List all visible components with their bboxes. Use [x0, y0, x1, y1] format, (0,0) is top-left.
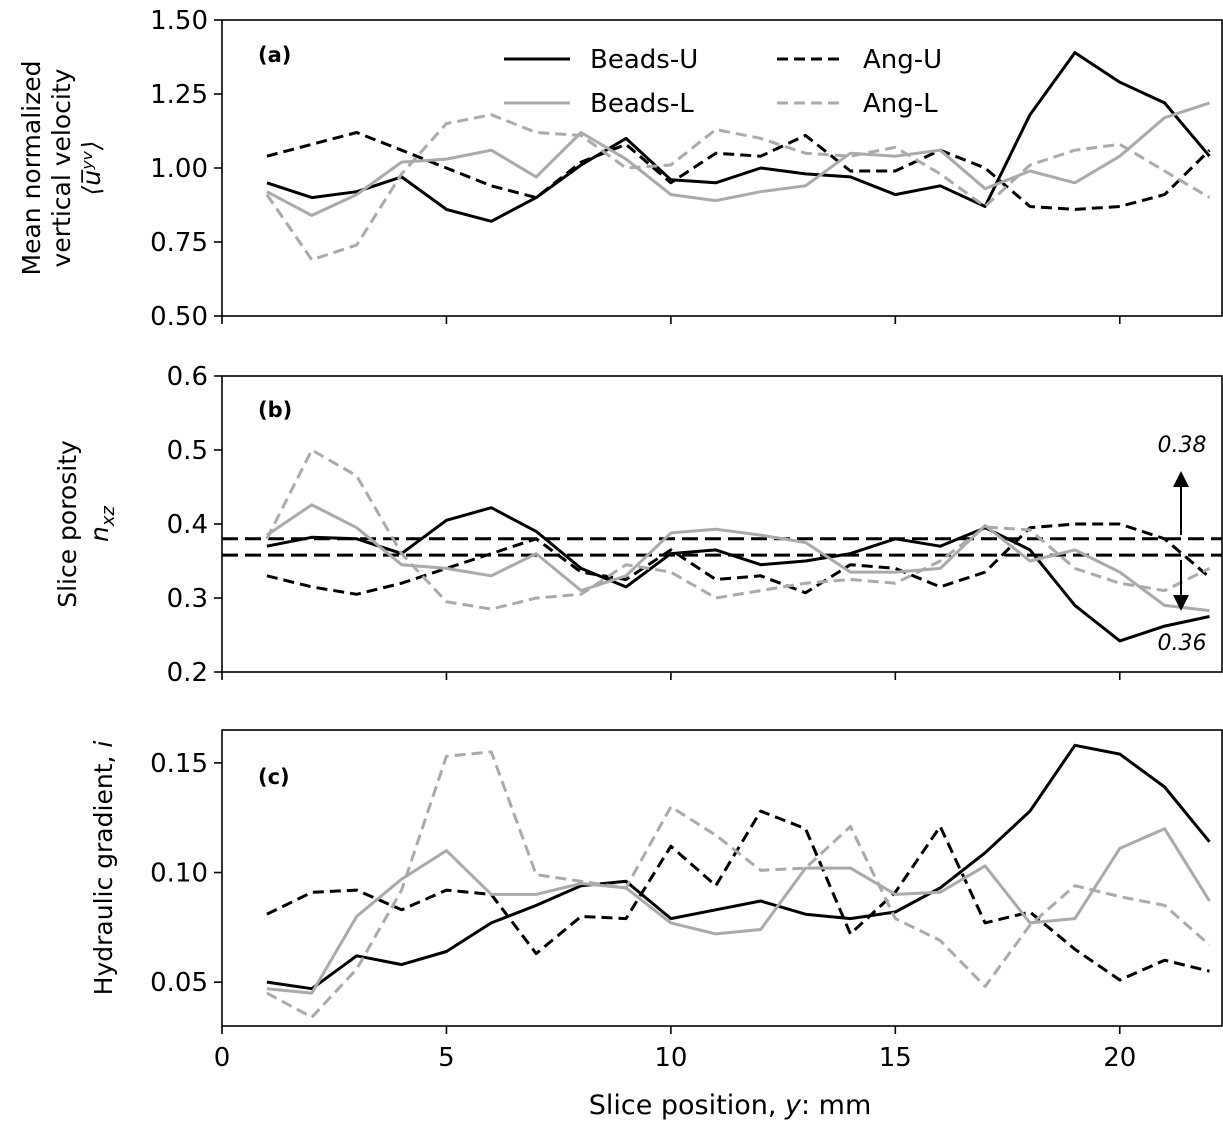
- panel-b-frame: [221, 375, 1223, 673]
- x-axis-label-prefix: Slice position,: [589, 1090, 785, 1121]
- panel-b-series-ang-u: [266, 522, 1211, 596]
- legend-label-beads-l: Beads-L: [590, 89, 694, 119]
- panel-a-ytick-label: 1.00: [150, 154, 208, 184]
- panel-a-label: (a): [258, 43, 291, 67]
- panel-a-frame: [221, 19, 1223, 317]
- panel-c-label: (c): [258, 765, 290, 789]
- panel-a-series-beads-u: [266, 51, 1211, 223]
- panel-c-series-beads-u: [266, 743, 1211, 991]
- panel-c-series-beads-l: [266, 827, 1211, 995]
- panel-a-series-ang-l: [265, 113, 1211, 262]
- arrow-down-head: [1173, 595, 1189, 611]
- legend-label-beads-u: Beads-U: [590, 45, 698, 75]
- panel-c-ytick-label: 0.15: [150, 749, 208, 779]
- annotation-arrows: [1173, 471, 1189, 611]
- x-tick-label: 0: [214, 1043, 231, 1073]
- legend: Beads-U Ang-U Beads-L Ang-L: [504, 45, 942, 119]
- panel-a-ylabel-line3: ⟨u̅ʸᵛ⟩: [77, 140, 106, 195]
- annotation-038: 0.38: [1158, 433, 1207, 458]
- arrow-up-head: [1173, 471, 1189, 487]
- panel-c: 0.05 0.10 0.15 0 5 10 15 20: [150, 729, 1223, 1073]
- x-tick-label: 10: [654, 1043, 687, 1073]
- panel-c-series-ang-l: [266, 750, 1211, 1019]
- panel-a-ytick-label: 0.50: [150, 302, 208, 332]
- legend-label-ang-u: Ang-U: [863, 45, 942, 75]
- panel-a-ylabel-line1: Mean normalized: [17, 61, 46, 276]
- panel-b-ytick-label: 0.4: [167, 510, 208, 540]
- panel-c-series-ang-u: [266, 809, 1210, 982]
- panel-c-ylabel: Hydraulic gradient, i: [89, 741, 118, 996]
- panel-a-ytick-label: 1.50: [150, 6, 208, 36]
- panel-b-ylabel-line1: Slice porosity: [53, 440, 82, 608]
- panel-b-ytick-label: 0.6: [167, 362, 208, 392]
- x-tick-label: 5: [438, 1043, 455, 1073]
- panel-a-series-beads-l: [266, 101, 1210, 217]
- panel-c-ytick-label: 0.10: [150, 859, 208, 889]
- panel-b-ytick-label: 0.5: [167, 436, 208, 466]
- panel-b-series-beads-u: [266, 506, 1210, 643]
- x-axis-label-var: y: [784, 1090, 802, 1121]
- legend-label-ang-l: Ang-L: [863, 89, 938, 119]
- panel-a-ytick-label: 0.75: [150, 228, 208, 258]
- porosity-symbol: n: [85, 526, 114, 542]
- x-axis-label: Slice position, y: mm: [589, 1090, 872, 1121]
- panel-b: 0.2 0.3 0.4 0.5 0.6: [167, 362, 1223, 688]
- annotation-036: 0.36: [1158, 631, 1207, 656]
- x-tick-label: 20: [1103, 1043, 1136, 1073]
- panel-b-series-ang-l: [265, 448, 1211, 611]
- x-tick-label: 15: [879, 1043, 912, 1073]
- panel-a-series-ang-u: [266, 131, 1211, 211]
- panel-b-ylabel-line2: nxz: [85, 505, 119, 542]
- x-axis-label-suffix: : mm: [801, 1090, 871, 1121]
- panel-c-ytick-label: 0.05: [150, 968, 208, 998]
- panel-c-ylabel-text: Hydraulic gradient,: [89, 748, 118, 996]
- panel-c-frame: [221, 729, 1223, 1027]
- panel-b-ytick-label: 0.3: [167, 584, 208, 614]
- panel-a: 0.50 0.75 1.00 1.25 1.50: [150, 6, 1223, 332]
- panel-b-label: (b): [258, 398, 292, 422]
- panel-a-ytick-label: 1.25: [150, 80, 208, 110]
- panel-c-ylabel-var: i: [89, 741, 118, 748]
- porosity-subscript: xz: [98, 505, 119, 527]
- panel-a-ylabel-line2: vertical velocity: [47, 68, 76, 267]
- panel-b-series-beads-l: [266, 503, 1210, 613]
- panel-b-ytick-label: 0.2: [167, 658, 208, 688]
